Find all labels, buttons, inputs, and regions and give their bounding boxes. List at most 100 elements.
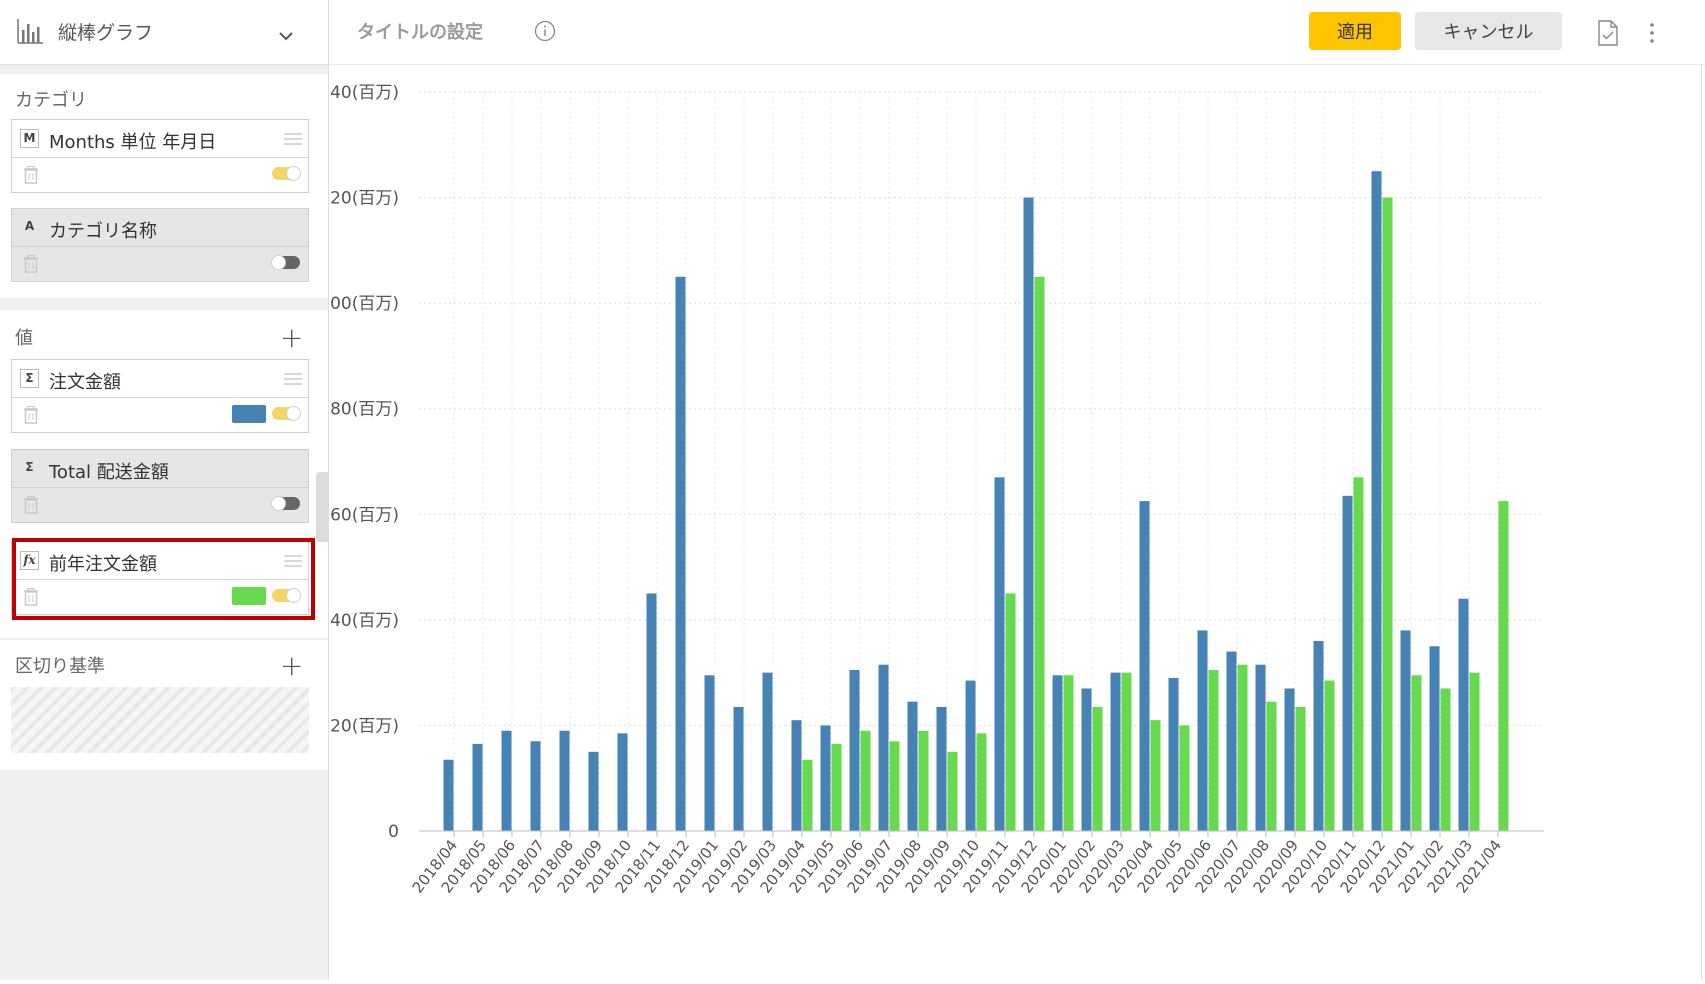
category-field-months[interactable]: M Months 単位 年月日	[11, 119, 309, 193]
y-tick-label: 120(百万)	[329, 189, 399, 209]
add-break-icon[interactable]: +	[280, 649, 304, 682]
bar-prev-year-order-amount-2019/09[interactable]	[947, 751, 958, 831]
trash-icon[interactable]	[21, 587, 41, 611]
bar-prev-year-order-amount-2020/06[interactable]	[1208, 670, 1219, 831]
sum-icon: Σ	[20, 369, 39, 388]
bar-order-amount-2018/06[interactable]	[501, 730, 512, 831]
bar-prev-year-order-amount-2020/02[interactable]	[1092, 706, 1103, 831]
bar-order-amount-2020/02[interactable]	[1081, 688, 1092, 831]
bar-prev-year-order-amount-2019/12[interactable]	[1034, 276, 1045, 831]
bar-order-amount-2018/12[interactable]	[675, 276, 686, 831]
bar-order-amount-2020/08[interactable]	[1255, 664, 1266, 831]
bar-order-amount-2021/03[interactable]	[1458, 598, 1469, 831]
bar-prev-year-order-amount-2021/03[interactable]	[1469, 672, 1480, 831]
bar-order-amount-2019/01[interactable]	[704, 675, 715, 831]
bar-order-amount-2019/05[interactable]	[820, 725, 831, 831]
bar-order-amount-2018/08[interactable]	[559, 730, 570, 831]
bar-order-amount-2019/04[interactable]	[791, 720, 802, 831]
bar-order-amount-2018/07[interactable]	[530, 741, 541, 831]
visibility-toggle[interactable]	[272, 166, 301, 181]
series-color-swatch[interactable]	[232, 587, 266, 605]
bar-order-amount-2019/10[interactable]	[965, 680, 976, 831]
series-color-swatch[interactable]	[232, 405, 266, 423]
drag-handle-icon[interactable]	[284, 371, 302, 390]
bar-order-amount-2021/02[interactable]	[1429, 646, 1440, 831]
bar-prev-year-order-amount-2021/01[interactable]	[1411, 675, 1422, 831]
info-icon[interactable]	[534, 20, 556, 46]
bar-prev-year-order-amount-2020/10[interactable]	[1324, 680, 1335, 831]
category-field-category-name[interactable]: A カテゴリ名称	[11, 208, 309, 282]
bar-order-amount-2021/01[interactable]	[1400, 630, 1411, 831]
bar-prev-year-order-amount-2020/01[interactable]	[1063, 675, 1074, 831]
document-icon[interactable]	[1597, 20, 1619, 50]
bar-prev-year-order-amount-2020/07[interactable]	[1237, 664, 1248, 831]
bar-order-amount-2020/03[interactable]	[1110, 672, 1121, 831]
bar-order-amount-2020/12[interactable]	[1371, 171, 1382, 831]
bar-order-amount-2019/02[interactable]	[733, 706, 744, 831]
bar-prev-year-order-amount-2020/09[interactable]	[1295, 706, 1306, 831]
bar-order-amount-2019/11[interactable]	[994, 477, 1005, 831]
bar-prev-year-order-amount-2021/02[interactable]	[1440, 688, 1451, 831]
drag-handle-icon[interactable]	[284, 553, 302, 572]
bar-order-amount-2019/12[interactable]	[1023, 197, 1034, 832]
bar-prev-year-order-amount-2020/05[interactable]	[1179, 725, 1190, 831]
bar-order-amount-2020/05[interactable]	[1168, 677, 1179, 831]
bar-prev-year-order-amount-2020/03[interactable]	[1121, 672, 1132, 831]
drag-handle-icon[interactable]	[284, 131, 302, 150]
bar-order-amount-2019/07[interactable]	[878, 664, 889, 831]
y-tick-label: 100(百万)	[329, 294, 399, 314]
bar-prev-year-order-amount-2020/08[interactable]	[1266, 701, 1277, 831]
visibility-toggle[interactable]	[271, 496, 300, 511]
trash-icon[interactable]	[21, 495, 41, 519]
field-name: 注文金額	[49, 372, 121, 393]
trash-icon[interactable]	[21, 254, 41, 278]
value-field-total-shipping[interactable]: Σ Total 配送金額	[11, 449, 309, 523]
trash-icon[interactable]	[21, 165, 41, 189]
trash-icon[interactable]	[21, 405, 41, 429]
bar-prev-year-order-amount-2020/04[interactable]	[1150, 720, 1161, 831]
bar-prev-year-order-amount-2019/08[interactable]	[918, 730, 929, 831]
chart-type-selector[interactable]: 縦棒グラフ	[0, 0, 328, 65]
bar-order-amount-2020/04[interactable]	[1139, 501, 1150, 831]
bar-prev-year-order-amount-2019/07[interactable]	[889, 741, 900, 831]
bar-prev-year-order-amount-2019/04[interactable]	[802, 759, 813, 831]
bar-order-amount-2020/07[interactable]	[1226, 651, 1237, 831]
bar-prev-year-order-amount-2019/10[interactable]	[976, 733, 987, 831]
bar-order-amount-2020/10[interactable]	[1313, 640, 1324, 831]
bar-order-amount-2020/09[interactable]	[1284, 688, 1295, 831]
break-drop-zone[interactable]	[11, 687, 309, 753]
chevron-down-icon[interactable]	[278, 26, 294, 45]
bar-prev-year-order-amount-2020/12[interactable]	[1382, 197, 1393, 832]
bar-order-amount-2020/11[interactable]	[1342, 495, 1353, 831]
field-header: fx 前年注文金額	[12, 542, 308, 580]
bar-prev-year-order-amount-2019/05[interactable]	[831, 743, 842, 831]
bar-prev-year-order-amount-2020/11[interactable]	[1353, 477, 1364, 831]
more-options-icon[interactable]	[1649, 22, 1655, 48]
bar-chart-icon	[16, 18, 44, 48]
add-value-icon[interactable]: +	[280, 321, 304, 354]
visibility-toggle[interactable]	[272, 588, 301, 603]
visibility-toggle[interactable]	[272, 406, 301, 421]
bar-order-amount-2019/09[interactable]	[936, 706, 947, 831]
bar-order-amount-2018/05[interactable]	[472, 743, 483, 831]
bar-prev-year-order-amount-2021/04[interactable]	[1498, 501, 1509, 831]
bar-order-amount-2019/06[interactable]	[849, 670, 860, 831]
cancel-button[interactable]: キャンセル	[1415, 12, 1562, 50]
bar-order-amount-2019/03[interactable]	[762, 672, 773, 831]
value-field-order-amount[interactable]: Σ 注文金額	[11, 359, 309, 433]
bar-order-amount-2018/10[interactable]	[617, 733, 628, 831]
bar-order-amount-2018/04[interactable]	[443, 759, 454, 831]
apply-button[interactable]: 適用	[1309, 12, 1401, 50]
visibility-toggle[interactable]	[271, 255, 300, 270]
bar-order-amount-2019/08[interactable]	[907, 701, 918, 831]
bar-order-amount-2018/11[interactable]	[646, 593, 657, 831]
bar-order-amount-2018/09[interactable]	[588, 751, 599, 831]
value-field-prev-year-order-amount[interactable]: fx 前年注文金額	[11, 541, 309, 615]
title-input[interactable]: タイトルの設定	[357, 22, 483, 43]
bar-prev-year-order-amount-2019/06[interactable]	[860, 730, 871, 831]
bar-order-amount-2020/01[interactable]	[1052, 675, 1063, 831]
bar-prev-year-order-amount-2019/11[interactable]	[1005, 593, 1016, 831]
date-type-icon: M	[20, 129, 39, 148]
bar-order-amount-2020/06[interactable]	[1197, 630, 1208, 831]
collapse-sidebar-handle[interactable]	[316, 472, 328, 542]
